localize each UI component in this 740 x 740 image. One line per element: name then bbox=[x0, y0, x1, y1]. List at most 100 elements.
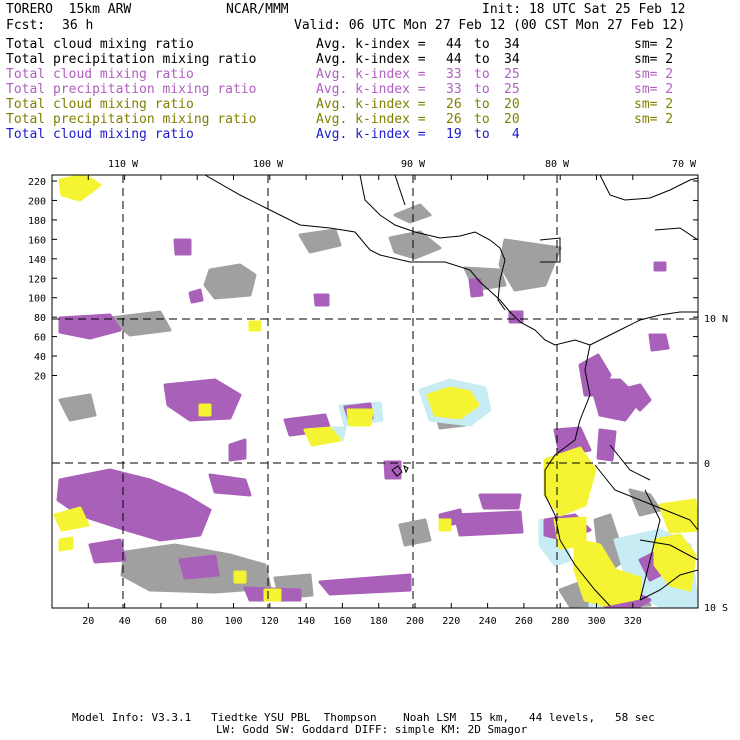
y-tick-label: 140 bbox=[28, 255, 46, 266]
legend-smoothing: sm= 2 bbox=[634, 52, 674, 67]
cloud-field-purple bbox=[318, 573, 412, 596]
y-tick-label: 120 bbox=[28, 274, 46, 285]
cloud-field-yellow bbox=[303, 426, 342, 447]
legend-range-start: 26 bbox=[446, 112, 462, 127]
legend-range-word: to bbox=[474, 52, 490, 67]
legend-range-word: to bbox=[474, 112, 490, 127]
forecast-label: Fcst: bbox=[6, 18, 46, 33]
legend-smoothing: sm= 2 bbox=[634, 37, 674, 52]
coastline bbox=[394, 175, 406, 206]
cloud-field-yellow bbox=[263, 588, 282, 602]
y-tick-label: 100 bbox=[28, 294, 46, 305]
legend-statistic: Avg. k-index = bbox=[316, 112, 426, 127]
cloud-field-gray bbox=[498, 238, 562, 292]
longitude-label: 80 W bbox=[545, 159, 570, 170]
y-tick-label: 80 bbox=[34, 313, 46, 324]
legend-range-end: 34 bbox=[504, 52, 520, 67]
coastline bbox=[359, 175, 506, 261]
legend-range-start: 44 bbox=[446, 52, 462, 67]
cloud-field-purple bbox=[228, 438, 247, 462]
cloud-field-purple bbox=[313, 293, 330, 307]
legend-range-word: to bbox=[474, 127, 490, 142]
cloud-field-purple bbox=[453, 510, 524, 537]
physics-info: LW: Godd SW: Goddard DIFF: simple KM: 2D… bbox=[216, 723, 528, 736]
longitude-label: 90 W bbox=[401, 159, 426, 170]
forecast-hour: 36 h bbox=[62, 18, 94, 33]
x-tick-label: 180 bbox=[370, 616, 388, 627]
legend-range-end: 25 bbox=[504, 82, 520, 97]
cloud-field-yellow bbox=[58, 175, 102, 202]
coastline bbox=[544, 344, 611, 607]
longitude-label: 100 W bbox=[253, 159, 284, 170]
galapagos-island bbox=[391, 465, 403, 477]
cloud-field-yellow bbox=[248, 320, 262, 332]
cloud-field-gray bbox=[393, 203, 432, 224]
cloud-field-yellow bbox=[426, 386, 480, 420]
x-tick-label: 220 bbox=[442, 616, 460, 627]
latitude-label: 10 N bbox=[704, 314, 728, 325]
x-tick-label: 20 bbox=[82, 616, 94, 627]
x-tick-label: 300 bbox=[587, 616, 605, 627]
x-tick-label: 140 bbox=[297, 616, 315, 627]
cloud-field-yellow bbox=[346, 408, 374, 427]
cloud-field-purple bbox=[596, 428, 617, 462]
cloud-field-purple bbox=[653, 261, 667, 272]
legend-range-start: 26 bbox=[446, 97, 462, 112]
x-tick-label: 200 bbox=[406, 616, 424, 627]
cloud-field-purple bbox=[468, 278, 484, 298]
legend-statistic: Avg. k-index = bbox=[316, 127, 426, 142]
legend-field-name: Total precipitation mixing ratio bbox=[6, 112, 257, 127]
legend-range-start: 33 bbox=[446, 67, 462, 82]
coastline bbox=[609, 444, 651, 481]
cloud-field-purple bbox=[58, 313, 122, 340]
axis-labels: 20 40 60 80 100 120 140 160 180 200 220 240 260 280 30… bbox=[28, 159, 728, 627]
x-tick-label: 60 bbox=[155, 616, 167, 627]
legend-range-word: to bbox=[474, 97, 490, 112]
y-tick-label: 60 bbox=[34, 333, 46, 344]
model-info: Model Info: V3.3.1 Tiedtke YSU PBL Thomp… bbox=[72, 711, 655, 724]
cloud-field-purple bbox=[208, 473, 252, 497]
legend-statistic: Avg. k-index = bbox=[316, 37, 426, 52]
cloud-field-yellow bbox=[438, 518, 452, 532]
organization-label: NCAR/MMM bbox=[226, 2, 289, 17]
legend-range-word: to bbox=[474, 37, 490, 52]
longitude-label: 110 W bbox=[108, 159, 139, 170]
x-tick-label: 320 bbox=[624, 616, 642, 627]
model-title: TORERO 15km ARW bbox=[6, 2, 132, 17]
x-tick-label: 120 bbox=[261, 616, 279, 627]
legend-field-name: Total cloud mixing ratio bbox=[6, 67, 194, 82]
cloud-field-yellow bbox=[198, 403, 212, 417]
latitude-label: 10 S bbox=[704, 603, 728, 614]
y-tick-label: 40 bbox=[34, 352, 46, 363]
galapagos-island bbox=[403, 465, 409, 474]
latitude-label: 0 bbox=[704, 459, 710, 470]
y-tick-label: 20 bbox=[34, 372, 46, 383]
legend-statistic: Avg. k-index = bbox=[316, 67, 426, 82]
coastline bbox=[599, 175, 698, 201]
cloud-field-gray bbox=[398, 518, 432, 547]
legend-range-start: 19 bbox=[446, 127, 462, 142]
cloud-field-purple bbox=[478, 493, 522, 510]
y-tick-label: 180 bbox=[28, 216, 46, 227]
x-tick-label: 80 bbox=[191, 616, 203, 627]
coastline bbox=[539, 237, 561, 263]
cloud-field-gray bbox=[388, 230, 442, 260]
cloud-field-purple bbox=[88, 538, 127, 564]
legend-smoothing: sm= 2 bbox=[634, 97, 674, 112]
legend-field-name: Total cloud mixing ratio bbox=[6, 97, 194, 112]
legend-smoothing: sm= 2 bbox=[634, 67, 674, 82]
coastline bbox=[639, 539, 698, 561]
coastline bbox=[589, 311, 698, 346]
legend-statistic: Avg. k-index = bbox=[316, 52, 426, 67]
legend-range-start: 44 bbox=[446, 37, 462, 52]
cloud-field-purple bbox=[648, 333, 670, 352]
cloud-field-gray bbox=[108, 310, 172, 337]
cloud-field-purple bbox=[173, 238, 192, 256]
cloud-field-yellow bbox=[653, 533, 697, 592]
y-tick-label: 220 bbox=[28, 177, 46, 188]
legend-range-word: to bbox=[474, 67, 490, 82]
cloud-field-purple bbox=[618, 383, 652, 412]
coastline bbox=[204, 175, 591, 346]
x-tick-label: 280 bbox=[551, 616, 569, 627]
